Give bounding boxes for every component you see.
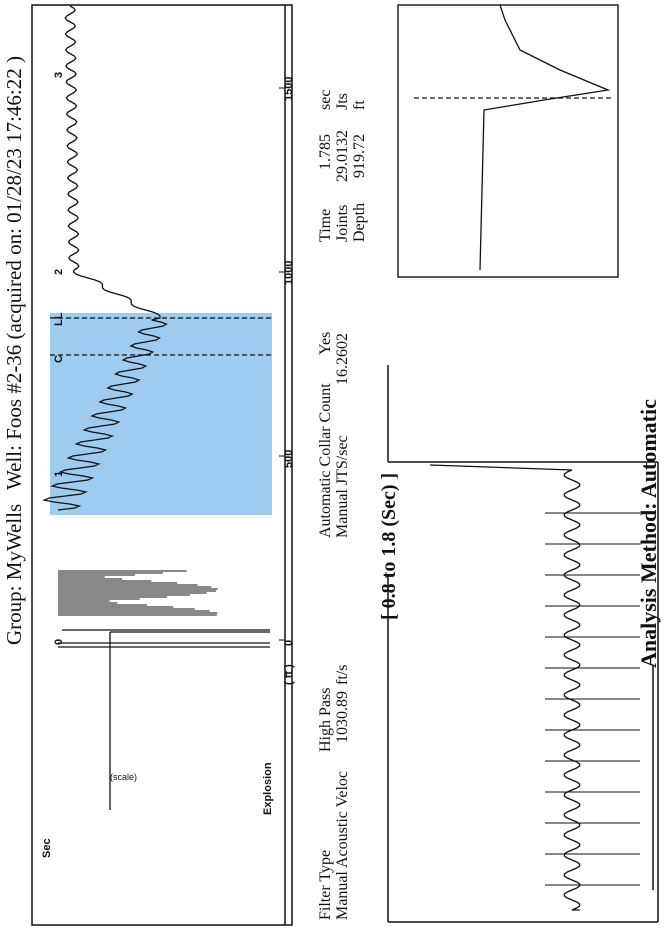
collar-range-label: [ 0.8 to 1.8 (Sec) ] xyxy=(378,473,400,620)
zoom-frame xyxy=(397,4,619,278)
analysis-selection[interactable] xyxy=(50,313,272,515)
acoustic-velocity-value: 1030.89 xyxy=(334,691,351,743)
liquid-level-zoom-panel xyxy=(397,4,619,278)
acoustic-velocity-unit: ft/s xyxy=(334,665,351,685)
filter-type-value: High Pass xyxy=(317,688,334,752)
marker-2-label: 2 xyxy=(53,269,65,275)
analysis-method-label: Analysis Method: Automatic xyxy=(636,399,661,668)
tick-label-0: 0 xyxy=(283,640,295,646)
tick-label-500: 500 xyxy=(283,450,295,468)
collar-count-value: Yes xyxy=(317,332,334,355)
time-value: 1.785 xyxy=(317,134,334,170)
joints-label: Joints xyxy=(334,205,351,242)
joints-value: 29.0132 xyxy=(334,130,351,182)
trace-frame xyxy=(31,4,293,926)
depth-value: 919.72 xyxy=(351,134,368,178)
tick-label-1500: 1500 xyxy=(283,77,295,101)
collar-window-panel: [ 0.8 to 1.8 (Sec) ] xyxy=(378,365,659,923)
explosion-spike-group xyxy=(58,629,270,810)
marker-c-label: C xyxy=(53,355,65,363)
marker-0-label: 0 xyxy=(53,639,65,645)
explosion-label: Explosion xyxy=(262,762,274,815)
filter-type-label: Filter Type xyxy=(317,850,334,920)
depth-unit-label: ( ft ) xyxy=(283,664,295,685)
acoustic-trace xyxy=(42,5,168,511)
jts-label: Manual JTS/sec xyxy=(334,435,351,538)
joints-unit: Jts xyxy=(334,93,351,110)
acoustic-trace-panel: 0 500 1000 1500 ( ft ) Sec Explosion 0 1… xyxy=(31,4,295,926)
time-unit: sec xyxy=(317,90,334,110)
echo-scale-mark: (scale) xyxy=(110,772,137,782)
collar-count-label: Automatic Collar Count xyxy=(317,383,334,538)
group-label: Group: MyWells xyxy=(2,504,26,645)
time-unit-label: Sec xyxy=(41,838,53,858)
jts-value: 16.2602 xyxy=(334,333,351,385)
depth-unit: ft xyxy=(351,100,368,110)
zoom-trace xyxy=(479,4,611,271)
marker-ll-label: LL xyxy=(53,312,65,326)
parameters-block: Filter Type High Pass Manual Acoustic Ve… xyxy=(317,90,368,920)
tick-label-1000: 1000 xyxy=(283,261,295,285)
noise-burst xyxy=(58,570,218,616)
collar-tick-lines xyxy=(545,512,640,886)
well-label: Well: Foos #2-36 (acquired on: 01/28/23 … xyxy=(2,56,26,490)
collar-trace xyxy=(429,464,581,911)
depth-label: Depth xyxy=(351,203,368,242)
marker-3-label: 3 xyxy=(53,72,65,78)
marker-1-label: 1 xyxy=(53,471,65,477)
time-label: Time xyxy=(317,209,334,242)
acoustic-velocity-label: Manual Acoustic Veloc xyxy=(334,771,351,920)
